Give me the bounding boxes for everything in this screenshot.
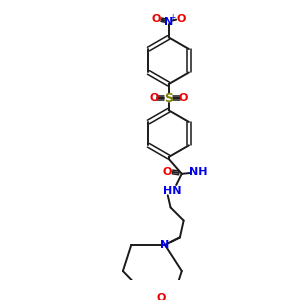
Text: N: N (164, 17, 173, 27)
Text: S: S (164, 92, 173, 105)
Text: NH: NH (189, 167, 208, 177)
Text: O: O (149, 93, 158, 103)
Text: O: O (152, 14, 161, 24)
Text: O: O (179, 93, 188, 103)
Text: O: O (156, 293, 165, 300)
Text: O: O (162, 167, 172, 177)
Text: N: N (160, 240, 170, 250)
Text: +: + (169, 13, 176, 22)
Text: O: O (176, 14, 185, 24)
Text: HN: HN (163, 186, 182, 196)
